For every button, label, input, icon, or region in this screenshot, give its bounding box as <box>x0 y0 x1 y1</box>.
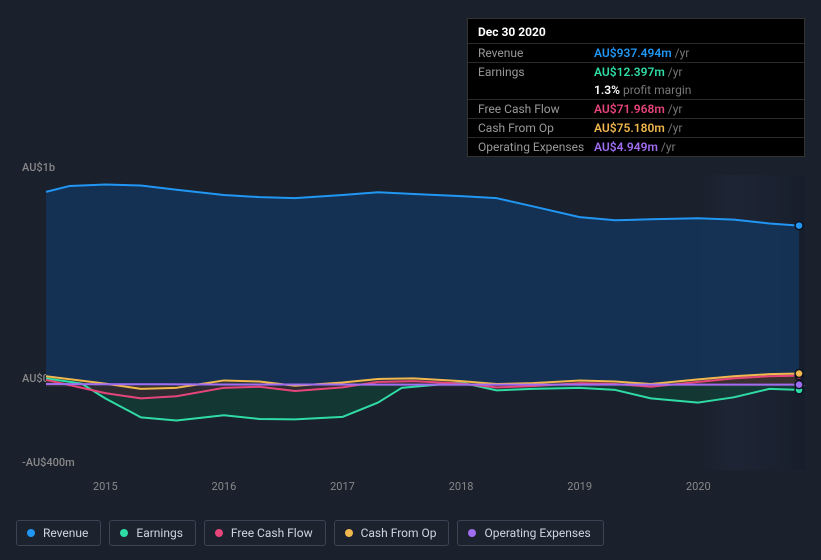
tooltip-row: Cash From OpAU$75.180m/yr <box>468 118 804 137</box>
legend-dot-icon <box>468 529 476 537</box>
x-axis-tick: 2019 <box>567 480 592 493</box>
legend-dot-icon <box>120 529 128 537</box>
series-line[interactable] <box>46 384 799 385</box>
legend-item[interactable]: Free Cash Flow <box>204 520 326 546</box>
x-axis-tick: 2017 <box>330 480 355 493</box>
x-axis-tick: 2018 <box>449 480 474 493</box>
legend-dot-icon <box>27 529 35 537</box>
tooltip-date: Dec 30 2020 <box>468 19 804 43</box>
tooltip-unit: /yr <box>668 102 683 116</box>
y-axis-label: AU$1b <box>22 161 55 174</box>
tooltip-value: AU$937.494m <box>594 46 672 60</box>
tooltip-label: Cash From Op <box>478 121 594 135</box>
tooltip-unit: /yr <box>668 65 683 79</box>
tooltip-row: RevenueAU$937.494m/yr <box>468 43 804 62</box>
x-axis-ticks: 2015 2016 2017 2018 2019 2020 <box>16 480 805 498</box>
legend-label: Revenue <box>43 526 88 540</box>
tooltip-label: Free Cash Flow <box>478 102 594 116</box>
tooltip-unit: /yr <box>661 140 676 154</box>
tooltip-value: AU$71.968m <box>594 102 665 116</box>
tooltip-value: AU$12.397m <box>594 65 665 79</box>
legend-item[interactable]: Earnings <box>109 520 196 546</box>
x-axis-tick: 2015 <box>93 480 118 493</box>
x-axis-tick: 2016 <box>212 480 237 493</box>
hover-marker <box>795 369 803 377</box>
financial-chart-panel: Dec 30 2020 RevenueAU$937.494m/yrEarning… <box>0 0 821 560</box>
tooltip-label: Operating Expenses <box>478 140 594 154</box>
tooltip-row: Free Cash FlowAU$71.968m/yr <box>468 99 804 118</box>
legend-item[interactable]: Operating Expenses <box>457 520 603 546</box>
chart-tooltip: Dec 30 2020 RevenueAU$937.494m/yrEarning… <box>467 18 805 157</box>
tooltip-value: AU$4.949m <box>594 140 658 154</box>
chart-legend: Revenue Earnings Free Cash Flow Cash From O… <box>16 520 604 546</box>
legend-dot-icon <box>345 529 353 537</box>
tooltip-label: Earnings <box>478 65 594 79</box>
tooltip-value: AU$75.180m <box>594 121 665 135</box>
series-area <box>46 184 799 385</box>
legend-label: Free Cash Flow <box>231 526 313 540</box>
x-axis-tick: 2020 <box>686 480 711 493</box>
hover-marker <box>795 222 803 230</box>
hover-marker <box>795 381 803 389</box>
legend-label: Earnings <box>136 526 183 540</box>
tooltip-row: EarningsAU$12.397m/yr <box>468 62 804 81</box>
legend-label: Cash From Op <box>361 526 437 540</box>
tooltip-value: 1.3% <box>594 83 620 97</box>
legend-item[interactable]: Revenue <box>16 520 101 546</box>
tooltip-unit: profit margin <box>623 83 691 97</box>
tooltip-label: Revenue <box>478 46 594 60</box>
timeseries-chart[interactable] <box>16 175 805 470</box>
tooltip-unit: /yr <box>675 46 690 60</box>
tooltip-row: Operating ExpensesAU$4.949m/yr <box>468 137 804 156</box>
legend-label: Operating Expenses <box>484 526 590 540</box>
tooltip-row: 1.3%profit margin <box>468 81 804 99</box>
tooltip-unit: /yr <box>668 121 683 135</box>
legend-item[interactable]: Cash From Op <box>334 520 450 546</box>
legend-dot-icon <box>215 529 223 537</box>
